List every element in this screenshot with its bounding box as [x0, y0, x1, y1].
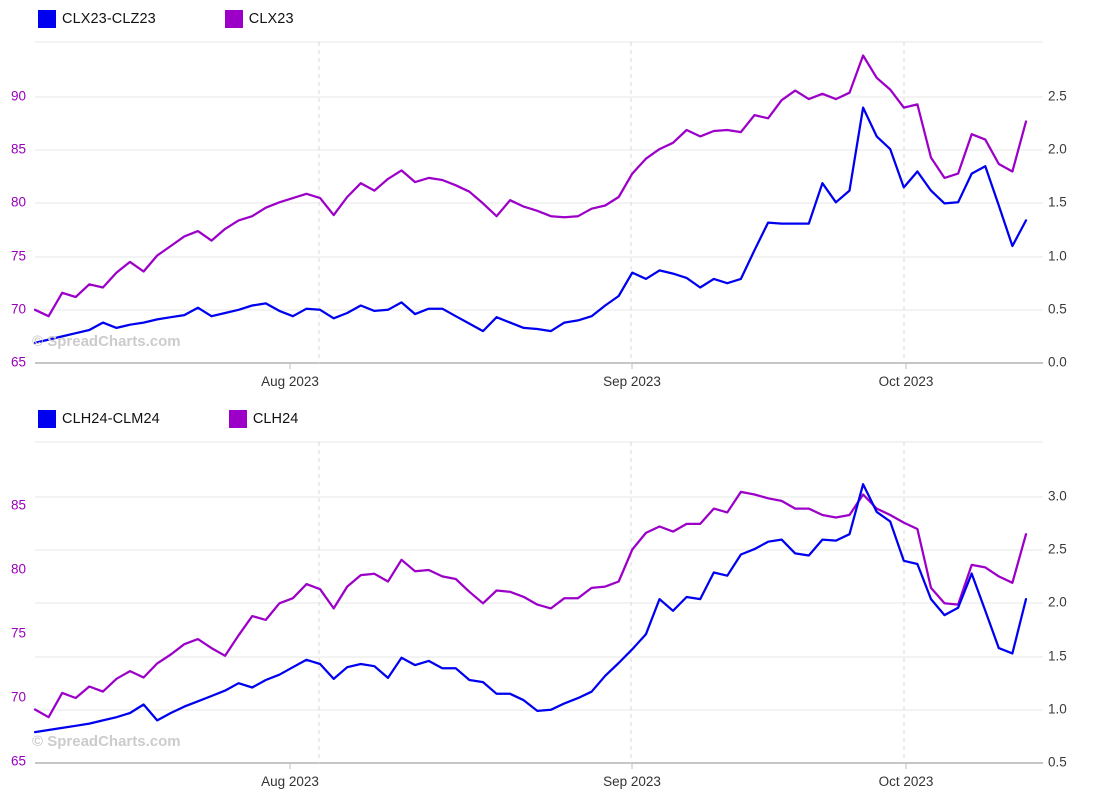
right-axis-tick-label: 2.5	[1048, 542, 1067, 557]
left-axis-tick-label: 70	[11, 690, 26, 705]
legend-label: CLX23-CLZ23	[62, 11, 156, 27]
legend-label: CLH24	[252, 411, 299, 427]
left-axis-tick-label: 65	[11, 355, 26, 370]
right-axis-tick-label: 1.5	[1048, 195, 1067, 210]
legend-item-clh24-clm24[interactable]: CLH24-CLM24	[38, 410, 160, 428]
right-axis-tick-label: 0.0	[1048, 355, 1067, 370]
left-axis-tick-label: 70	[11, 302, 26, 317]
chart-canvas-top: Aug 2023 Sep 2023 Oct 2023 90 85 80 75 70 65 2.5 2…	[11, 41, 1067, 389]
chart-canvas-bottom: Aug 2023 Sep 2023 Oct 2023 85 80 75 70 65 3.0 2.5…	[11, 441, 1067, 789]
legend-item-clx23-clz23[interactable]: CLX23-CLZ23	[38, 10, 156, 28]
legend-label: CLX23	[248, 11, 294, 27]
series-line-clx23	[33, 54, 1028, 318]
left-axis-tick-label: 90	[11, 89, 26, 104]
legend-label: CLH24-CLM24	[62, 411, 160, 427]
right-axis-tick-label: 2.0	[1048, 142, 1067, 157]
chart-bottom: CLH24-CLM24 CLH24 © SpreadCharts.com Aug…	[0, 400, 1115, 800]
right-axis-tick-label: 3.0	[1048, 489, 1067, 504]
x-axis-label: Oct 2023	[879, 774, 934, 789]
left-axis-tick-label: 85	[11, 142, 26, 157]
left-axis-tick-label: 75	[11, 249, 26, 264]
x-axis-label: Aug 2023	[261, 774, 319, 789]
legend-item-clh24[interactable]: CLH24	[228, 410, 299, 428]
series-line-clh24	[33, 490, 1028, 719]
right-axis-tick-label: 1.5	[1048, 649, 1067, 664]
series-line-clh24-clm24	[33, 483, 1028, 734]
chart-top: CLX23-CLZ23 CLX23 © SpreadCharts.com Aug…	[11, 10, 1067, 389]
legend-swatch-blue-icon	[38, 410, 56, 428]
series-line-clx23-clz23	[33, 106, 1028, 344]
left-axis-tick-label: 65	[11, 754, 26, 769]
legend-swatch-purple-icon	[224, 10, 243, 28]
right-axis-tick-label: 1.0	[1048, 702, 1067, 717]
legend-bottom: CLH24-CLM24 CLH24	[38, 410, 298, 428]
legend-swatch-blue-icon	[38, 10, 56, 28]
right-axis-tick-label: 0.5	[1048, 755, 1067, 770]
watermark: © SpreadCharts.com	[32, 333, 181, 350]
legend-item-clx23[interactable]: CLX23	[224, 10, 294, 28]
x-axis-label: Oct 2023	[879, 374, 934, 389]
legend-swatch-purple-icon	[228, 410, 247, 428]
right-axis-tick-label: 0.5	[1048, 302, 1067, 317]
x-axis-label: Aug 2023	[261, 374, 319, 389]
x-axis-label: Sep 2023	[603, 374, 661, 389]
left-axis-tick-label: 85	[11, 498, 26, 513]
right-axis-tick-label: 2.5	[1048, 89, 1067, 104]
right-axis-tick-label: 1.0	[1048, 249, 1067, 264]
left-axis-tick-label: 80	[11, 562, 26, 577]
watermark: © SpreadCharts.com	[32, 733, 181, 750]
x-axis-label: Sep 2023	[603, 774, 661, 789]
legend-top: CLX23-CLZ23 CLX23	[38, 10, 294, 28]
left-axis-tick-label: 75	[11, 626, 26, 641]
right-axis-tick-label: 2.0	[1048, 595, 1067, 610]
left-axis-tick-label: 80	[11, 195, 26, 210]
